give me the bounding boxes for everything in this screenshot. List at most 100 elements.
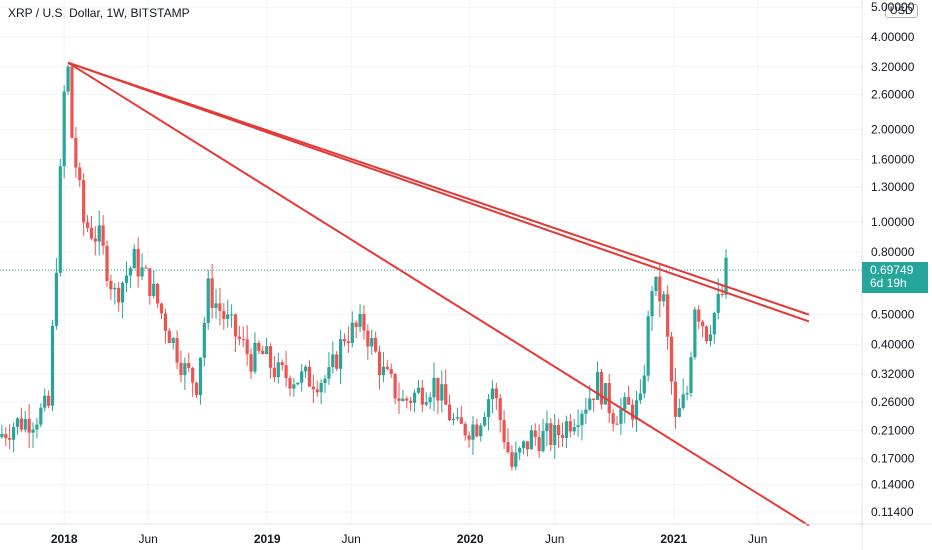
y-tick-label: 0.32000: [871, 367, 915, 381]
candle-body: [463, 423, 467, 436]
y-tick-label: 1.00000: [871, 215, 915, 229]
candle-body: [385, 366, 389, 370]
candle-body: [346, 341, 350, 343]
candle-body: [307, 366, 312, 387]
candle-body: [229, 314, 234, 316]
candle-body: [498, 398, 502, 421]
candle-body: [101, 225, 105, 246]
candle-body: [580, 413, 584, 426]
candle-body: [630, 404, 635, 420]
candle-body: [455, 417, 459, 419]
candle-body: [377, 351, 382, 376]
x-tick-label: Jun: [341, 532, 360, 546]
candle-body: [432, 377, 436, 398]
candle-body: [152, 283, 156, 297]
candle-body: [0, 434, 4, 437]
candle-body: [113, 287, 117, 290]
candle-body: [354, 322, 358, 327]
candle-body: [210, 278, 214, 308]
candle-body: [136, 248, 140, 277]
candle-body: [350, 322, 354, 343]
candle-body: [537, 437, 541, 452]
candle-body: [607, 383, 611, 414]
candle-body: [681, 394, 685, 409]
candle-body: [97, 225, 101, 242]
y-tick-label: 0.21000: [871, 423, 915, 437]
candle-body: [296, 382, 300, 385]
bar-countdown: 6d 19h: [870, 276, 907, 290]
candle-body: [268, 346, 273, 368]
y-tick-label: 4.00000: [871, 30, 915, 44]
y-tick-label: 3.20000: [871, 60, 915, 74]
trendline[interactable]: [67, 61, 810, 323]
candle-body: [701, 321, 705, 327]
chart-title: XRP / U.S. Dollar, 1W, BITSTAMP: [8, 6, 190, 20]
candle-body: [685, 392, 689, 395]
candle-body: [662, 294, 666, 302]
candle-body: [327, 367, 331, 379]
candle-body: [521, 441, 526, 449]
candle-body: [459, 417, 463, 424]
x-axis[interactable]: 2018 Jun 2019 Jun 2020 Jun 2021 Jun: [51, 532, 768, 546]
candle-body: [634, 400, 639, 420]
candle-body: [490, 388, 495, 400]
candle-body: [405, 398, 409, 401]
candle-body: [533, 430, 537, 438]
candle-body: [611, 413, 615, 424]
candle-body: [331, 354, 335, 368]
candle-body: [144, 267, 148, 269]
candle-body: [467, 435, 471, 440]
candle-body: [483, 417, 487, 426]
currency-button[interactable]: USD: [884, 4, 918, 18]
x-tick-label: 2021: [660, 532, 687, 546]
candle-body: [284, 365, 288, 379]
candle-body: [338, 339, 343, 369]
candle-body: [374, 337, 378, 352]
candle-body: [397, 398, 401, 401]
candle-body: [31, 429, 35, 433]
candle-body: [724, 257, 728, 295]
candle-body: [222, 311, 226, 319]
candle-body: [124, 275, 129, 283]
candle-body: [389, 369, 393, 374]
candle-body: [148, 268, 152, 297]
candle-body: [448, 404, 452, 421]
candle-body: [171, 338, 175, 343]
candle-body: [638, 393, 642, 401]
candle-body: [370, 337, 374, 347]
candle-body: [187, 363, 191, 368]
candle-body: [226, 314, 230, 319]
candle-body: [89, 227, 94, 239]
candle-body: [109, 280, 113, 290]
candle-body: [194, 382, 199, 396]
candle-body: [183, 363, 187, 376]
candle-body: [689, 357, 693, 393]
trendlines-layer: [67, 61, 810, 527]
candle-body: [564, 421, 568, 438]
candle-body: [78, 167, 82, 181]
candle-body: [615, 423, 619, 425]
candle-body: [697, 309, 701, 322]
candle-body: [712, 312, 716, 335]
candle-body: [584, 409, 588, 414]
candle-body: [167, 330, 171, 343]
candle-body: [323, 378, 327, 383]
candle-body: [658, 276, 662, 302]
candle-body: [311, 386, 315, 390]
candle-body: [424, 402, 428, 405]
y-tick-label: 0.80000: [871, 245, 915, 259]
candle-body: [518, 448, 522, 453]
candle-body: [619, 409, 623, 424]
candle-body: [140, 267, 144, 277]
candle-body: [276, 362, 280, 378]
candle-body: [292, 384, 296, 389]
candle-body: [120, 282, 125, 303]
candle-body: [444, 384, 448, 405]
trendline[interactable]: [67, 61, 810, 316]
candle-body: [666, 294, 670, 337]
trendline[interactable]: [67, 61, 810, 527]
candle-body: [58, 166, 62, 273]
candle-body: [265, 346, 269, 355]
